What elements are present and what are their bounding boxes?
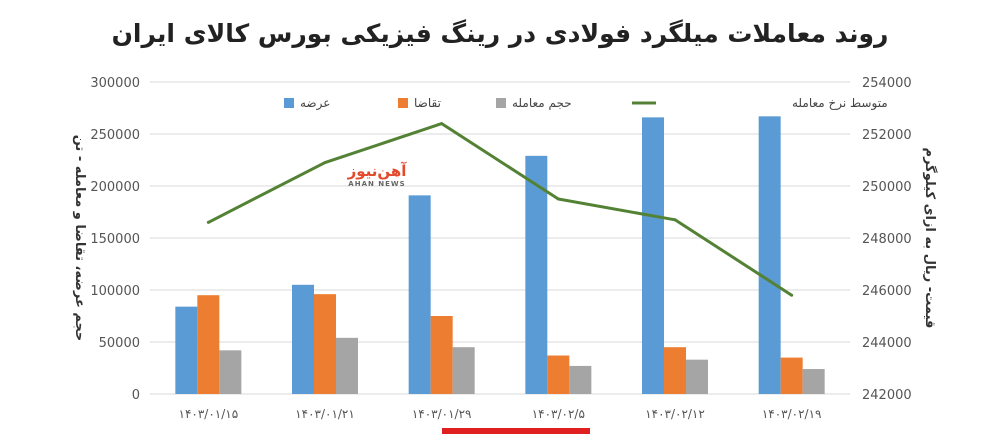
price-point: [323, 161, 327, 165]
bar-2: [452, 347, 475, 394]
left-tick-label: 0: [132, 388, 140, 403]
bar-1: [547, 355, 570, 394]
bar-2: [686, 359, 708, 394]
price-point: [556, 197, 560, 201]
legend-swatch: [284, 98, 294, 108]
x-tick-label: ۱۴۰۳/۰۱/۱۵: [179, 407, 239, 421]
bar-0: [175, 306, 198, 394]
right-tick-label: 250000: [862, 180, 912, 195]
x-tick-label: ۱۴۰۳/۰۱/۲۱: [295, 407, 355, 421]
legend-swatch: [398, 98, 408, 108]
bar-0: [408, 195, 431, 394]
left-axis-label: حجم عرضه، تقاضا و معامله - تن: [72, 135, 87, 342]
bar-0: [525, 155, 548, 394]
x-tick-label: ۱۴۰۳/۰۲/۱۲: [645, 407, 705, 421]
price-line-group: [206, 122, 794, 297]
right-tick-label: 248000: [862, 232, 912, 247]
bar-1: [197, 295, 220, 394]
left-tick-label: 200000: [90, 180, 140, 195]
right-axis-ticks: 242000 244000 246000 248000 250000 252000 2540…: [862, 76, 912, 403]
legend-label: تقاضا: [414, 96, 441, 110]
x-tick-label: ۱۴۰۳/۰۲/۱۹: [762, 407, 822, 421]
bar-1: [314, 294, 336, 394]
price-point: [673, 218, 677, 222]
left-axis-ticks: 0 50000 100000 150000 200000 250000 300000: [90, 76, 140, 403]
ahan-news-watermark: آهن‌نیوز AHAN NEWS: [347, 162, 408, 188]
right-tick-label: 242000: [862, 388, 912, 403]
bar-2: [569, 365, 592, 394]
bar-2: [802, 369, 825, 394]
left-tick-label: 250000: [90, 128, 140, 143]
legend-swatch: [496, 98, 506, 108]
bar-2: [219, 350, 242, 394]
left-tick-label: 300000: [90, 76, 140, 91]
watermark-main: آهن‌نیوز: [347, 162, 408, 180]
price-point: [440, 122, 444, 126]
legend-label: عرضه: [300, 96, 330, 111]
bar-2: [336, 337, 358, 394]
left-tick-label: 50000: [99, 336, 140, 351]
chart-title: روند معاملات میلگرد فولادی در رینگ فیزیک…: [112, 19, 889, 49]
right-tick-label: 244000: [862, 336, 912, 351]
price-point: [790, 293, 794, 297]
bars: [175, 116, 825, 395]
price-point: [206, 220, 210, 224]
x-axis-ticks: ۱۴۰۳/۰۱/۱۵ ۱۴۰۳/۰۱/۲۱ ۱۴۰۳/۰۱/۲۹ ۱۴۰۳/۰۲/۵ ۱…: [179, 407, 822, 421]
x-tick-label: ۱۴۰۳/۰۲/۵: [532, 407, 585, 421]
legend: عرضه تقاضا حجم معامله متوسط نرخ معامله: [284, 96, 888, 111]
bar-1: [430, 316, 453, 394]
x-tick-label: ۱۴۰۳/۰۱/۲۹: [412, 407, 472, 421]
accent-underline: [442, 428, 590, 434]
bar-0: [292, 284, 314, 394]
left-tick-label: 150000: [90, 232, 140, 247]
legend-label: متوسط نرخ معامله: [792, 96, 888, 111]
price-line: [207, 122, 793, 297]
right-tick-label: 252000: [862, 128, 912, 143]
bar-1: [780, 357, 803, 394]
bar-0: [642, 117, 664, 395]
right-tick-label: 246000: [862, 284, 912, 299]
watermark-sub: AHAN NEWS: [348, 180, 405, 188]
bar-0: [758, 116, 781, 394]
right-tick-label: 254000: [862, 76, 912, 91]
left-tick-label: 100000: [90, 284, 140, 299]
right-axis-label: قیمت- ریال به ازای کیلوگرم: [922, 148, 938, 329]
legend-label: حجم معامله: [512, 96, 572, 110]
gridlines: [150, 81, 850, 395]
bar-1: [664, 347, 686, 394]
